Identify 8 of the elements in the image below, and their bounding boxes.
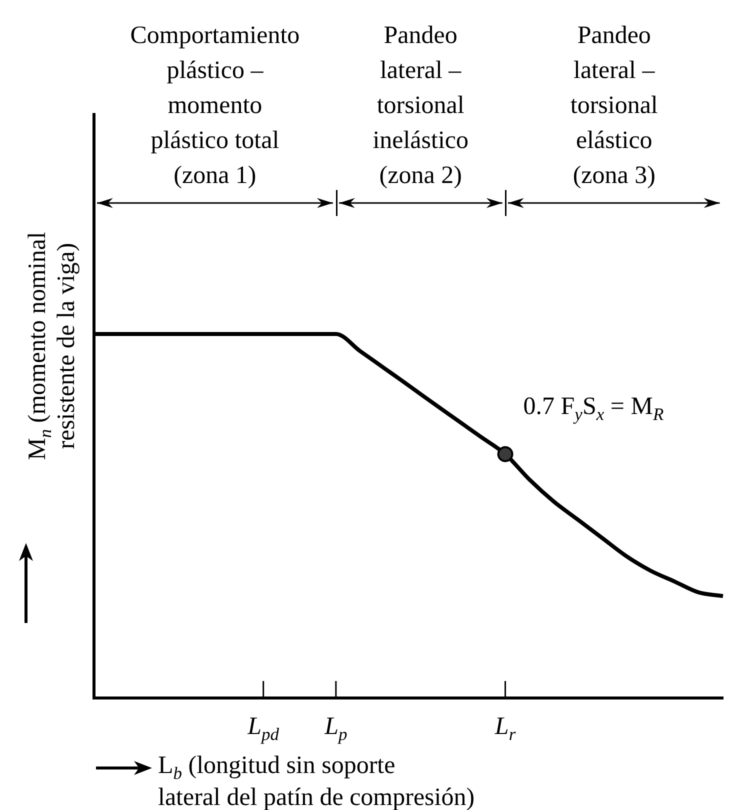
x-tick-label: L$_{p}$ xyxy=(324,712,348,744)
text: Comportamiento plástico – momento plástico total (zona 1) xyxy=(130,21,300,191)
x-tick-label: L$_{r}$ xyxy=(494,712,516,744)
text: Pandeo lateral – torsional elástico (zona 3) xyxy=(570,21,658,191)
x-tick-label: L$_{pd}$ xyxy=(248,712,280,744)
annotation: 0.7 F$_{y}$S$_{x}$ = M$_{R}$ xyxy=(523,392,664,424)
x-axis-title: L$_{b}$ (longitud sin soporte lateral del patín de compresión) xyxy=(158,751,475,810)
text: Pandeo lateral – torsional inelástico (zona 2) xyxy=(372,21,468,191)
